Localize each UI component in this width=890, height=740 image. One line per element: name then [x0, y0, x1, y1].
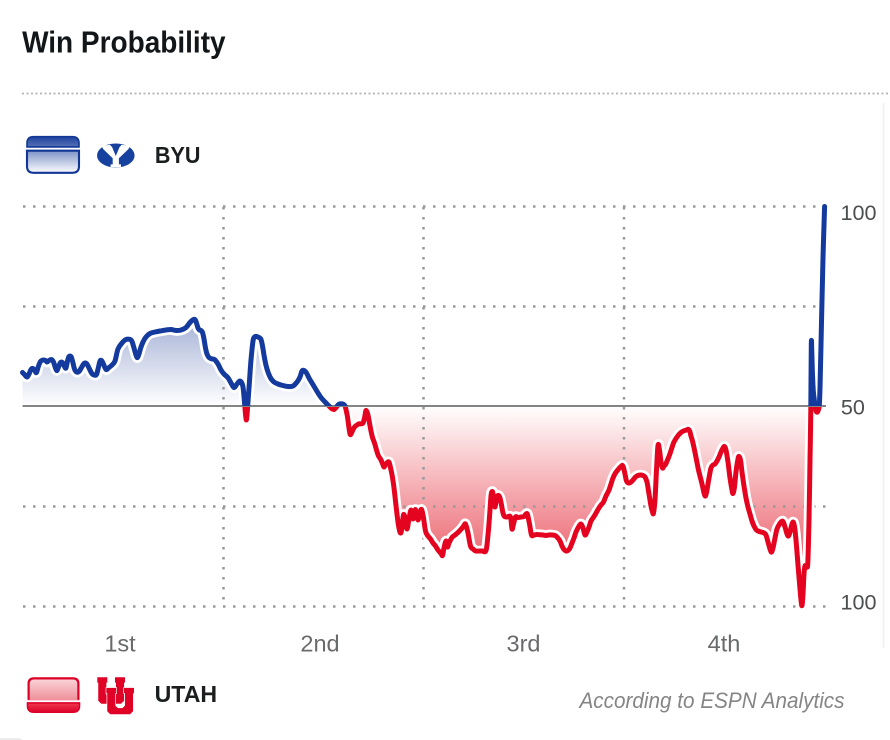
- svg-text:2nd: 2nd: [300, 631, 339, 657]
- svg-text:4th: 4th: [708, 631, 741, 657]
- svg-text:Win Probability: Win Probability: [22, 25, 226, 59]
- svg-text:100: 100: [841, 200, 877, 225]
- svg-text:BYU: BYU: [155, 142, 201, 168]
- svg-text:UTAH: UTAH: [155, 681, 218, 707]
- svg-text:3rd: 3rd: [507, 631, 541, 657]
- svg-text:100: 100: [841, 589, 877, 614]
- svg-text:According to ESPN Analytics: According to ESPN Analytics: [578, 688, 845, 713]
- svg-text:1st: 1st: [104, 631, 136, 657]
- svg-text:50: 50: [841, 395, 865, 420]
